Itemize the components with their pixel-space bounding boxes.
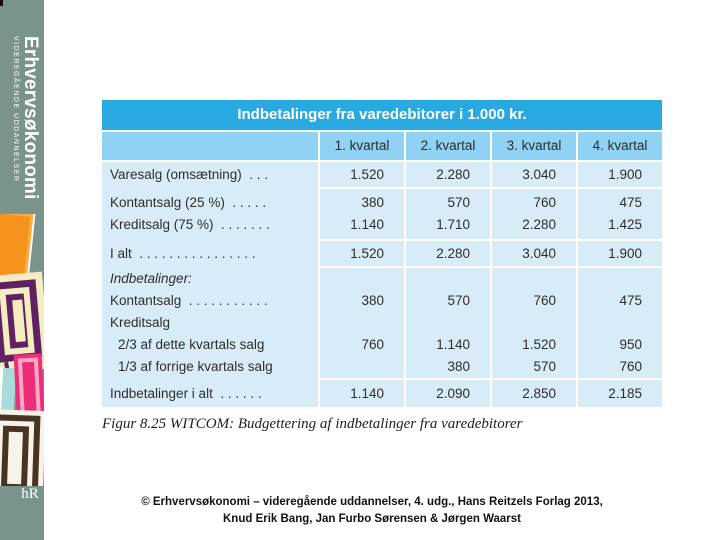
cell-value [492,312,576,334]
cell-value: 1.900 [608,245,642,261]
row-label: 1/3 af forrige kvartals salg [118,359,273,374]
table-cell: 2.280 [406,241,490,266]
cell-value: 2.280 [436,166,470,182]
table-cell: 3.040 [492,241,576,266]
table-title: Indbetalinger fra varedebitorer i 1.000 … [102,100,662,130]
row-label: Kreditsalg (75 %) . . . . . . . [110,217,270,232]
cell-value [578,312,662,334]
table-cell: 1.900 [578,162,662,187]
table-cell: 1.520 [320,241,404,266]
table-row-labels: Varesalg (omsætning) . . . [102,162,318,187]
cell-value: 760 [361,337,384,352]
cell-value: 1.140 [436,337,470,352]
artwork-orange-shape [0,214,36,284]
table-cell: 3.040 [492,162,576,187]
row-label: Kreditsalg [110,315,171,330]
table-row-labels: Indbetalinger: Kontantsalg . . . . . . . … [102,268,318,378]
cell-value: 380 [361,195,384,210]
column-header: 3. kvartal [492,132,576,160]
cell-value: 760 [533,195,556,210]
table-cell: 2.090 [406,380,490,407]
table-cell: 1.520 [320,162,404,187]
decorative-artwork [0,214,44,486]
table-header-row: 1. kvartal 2. kvartal 3. kvartal 4. kvartal [102,132,662,160]
table-cell: 570 1.140 380 [406,268,490,378]
cell-value: 1.140 [350,385,384,401]
cell-value: 760 [533,293,556,308]
cell-value: 380 [447,359,470,374]
table-cell: 570 1.710 [406,189,490,239]
brand-subtitle: VIDEREGÅENDE UDDANNELSER [12,36,19,183]
publisher-logo: hR [21,486,39,502]
row-label: Indbetalinger i alt . . . . . . [110,385,262,401]
footer-credit-line1: © Erhvervsøkonomi – videregående uddanne… [141,496,603,508]
table-cell: 1.140 [320,380,404,407]
row-label-column: Varesalg (omsætning) . . . Kontantsalg (2… [102,162,318,407]
brand-block: Erhvervsøkonomi VIDEREGÅENDE UDDANNELSER [8,36,41,200]
column-header: 1. kvartal [320,132,404,160]
column-header-empty [102,132,318,160]
row-label: Varesalg (omsætning) . . . [110,166,269,182]
brand-title: Erhvervsøkonomi [20,36,41,200]
row-label: Indbetalinger: [110,271,192,286]
cell-value: 2.185 [608,385,642,401]
table-cell: 760 1.520 570 [492,268,576,378]
cell-value: 2.850 [522,385,556,401]
table-cell: 380 1.140 [320,189,404,239]
row-label: 2/3 af dette kvartals salg [118,337,265,352]
cell-value: 3.040 [522,245,556,261]
cell-value [492,268,576,290]
cell-value: 475 [619,293,642,308]
cell-value [320,356,404,378]
footer-credit: © Erhvervsøkonomi – videregående uddanne… [44,494,700,528]
cell-value: 950 [619,337,642,352]
cell-value: 2.280 [522,217,556,232]
cell-value: 1.710 [436,217,470,232]
budget-table: Indbetalinger fra varedebitorer i 1.000 … [102,100,662,407]
row-label: Kontantsalg . . . . . . . . . . . [110,293,268,308]
cell-value: 1.520 [350,245,384,261]
table-cell: 760 2.280 [492,189,576,239]
row-label: I alt . . . . . . . . . . . . . . . . [110,245,256,261]
cell-value: 1.520 [522,337,556,352]
cell-value [578,268,662,290]
column-header: 4. kvartal [578,132,662,160]
cell-value: 570 [447,293,470,308]
cell-value: 570 [447,195,470,210]
table-body: Varesalg (omsætning) . . . Kontantsalg (2… [102,162,662,407]
table-cell: 475 950 760 [578,268,662,378]
table-cell: 475 1.425 [578,189,662,239]
cell-value [320,312,404,334]
table-cell: 380 760 [320,268,404,378]
cell-value: 2.280 [436,245,470,261]
cell-value: 1.900 [608,166,642,182]
cell-value: 1.425 [608,217,642,232]
cell-value: 1.140 [350,217,384,232]
cell-value: 3.040 [522,166,556,182]
table-cell: 2.185 [578,380,662,407]
artwork-brown-squares [0,409,44,486]
cell-value: 760 [619,359,642,374]
table-row-labels: Indbetalinger i alt . . . . . . [102,380,318,407]
table-cell: 2.850 [492,380,576,407]
table-row-labels: Kontantsalg (25 %) . . . . . Kreditsalg (… [102,189,318,239]
table-cell: 2.280 [406,162,490,187]
footer-credit-line2: Knud Erik Bang, Jan Furbo Sørensen & Jør… [223,513,521,525]
cell-value [320,268,404,290]
corner-artifact [0,0,3,6]
cell-value [406,268,490,290]
cell-value: 2.090 [436,385,470,401]
cell-value: 570 [533,359,556,374]
cell-value: 380 [361,293,384,308]
cell-value: 1.520 [350,166,384,182]
figure-caption: Figur 8.25 WITCOM: Budgettering af indbe… [102,416,523,432]
table-row-labels: I alt . . . . . . . . . . . . . . . . [102,241,318,266]
cell-value [406,312,490,334]
table-cell: 1.900 [578,241,662,266]
sidebar: Erhvervsøkonomi VIDEREGÅENDE UDDANNELSER… [0,0,44,540]
column-header: 2. kvartal [406,132,490,160]
cell-value: 475 [619,195,642,210]
row-label: Kontantsalg (25 %) . . . . . [110,195,267,210]
